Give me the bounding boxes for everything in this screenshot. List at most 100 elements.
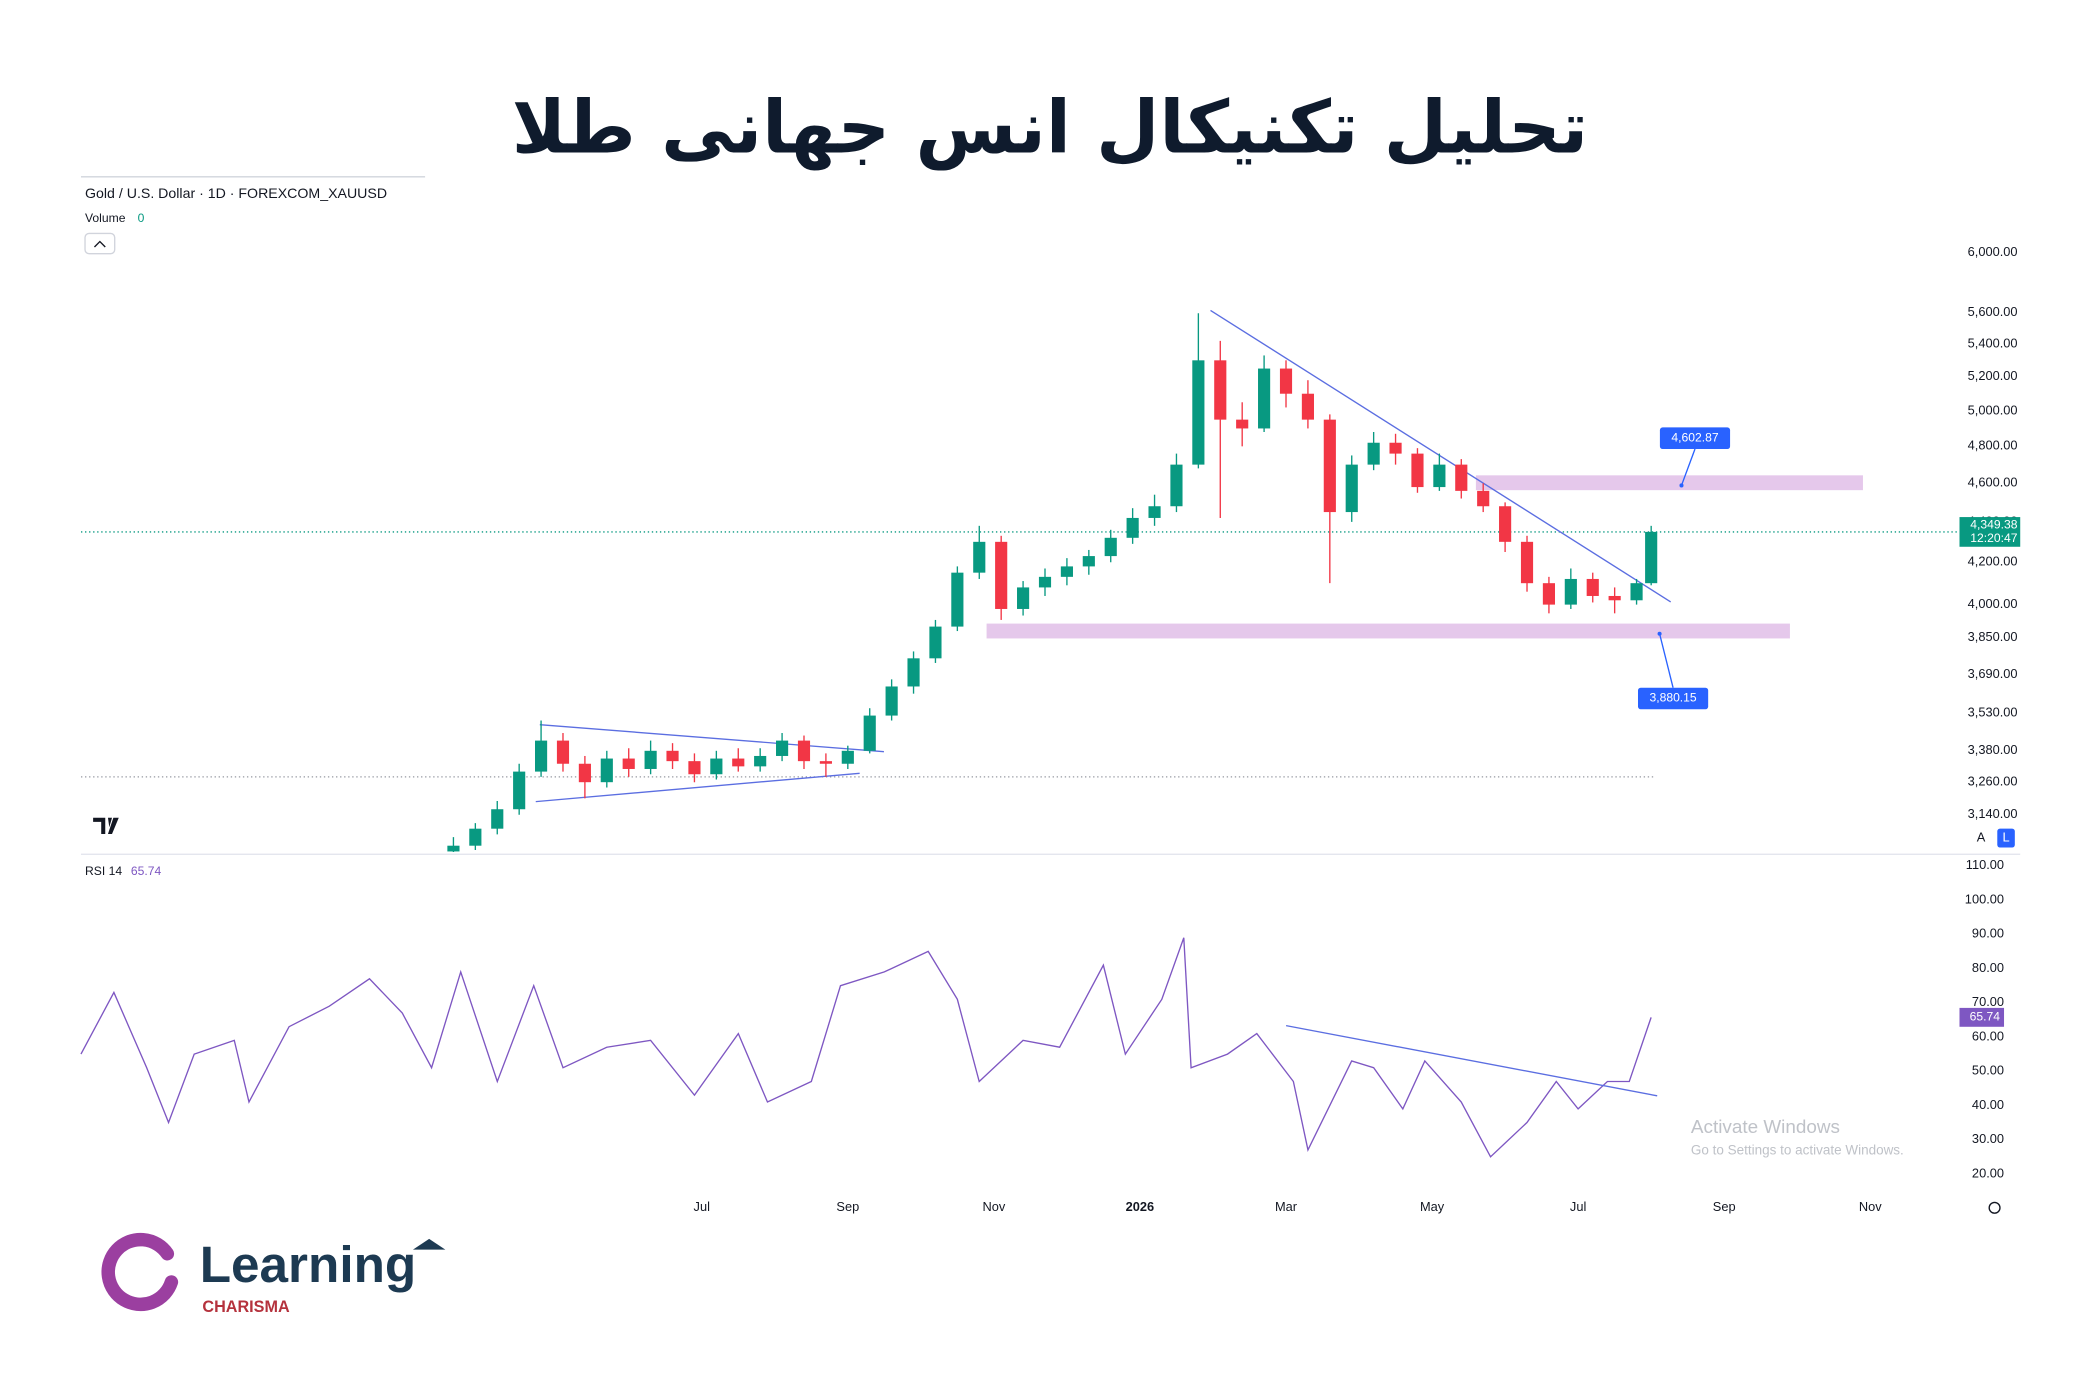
- candle-body: [469, 828, 482, 846]
- y-tick-label: 4,800.00: [1968, 438, 2018, 453]
- candle-body: [1082, 556, 1095, 567]
- trendline: [1210, 309, 1672, 603]
- candle-body: [951, 572, 964, 627]
- rsi-badge-bg: [1959, 1007, 2005, 1027]
- logo-cap: [412, 1238, 446, 1250]
- level-anchor: [1657, 631, 1662, 636]
- candle-body: [1542, 583, 1555, 605]
- candle-body: [1477, 490, 1490, 507]
- rsi-tick-label: 50.00: [1972, 1063, 2004, 1078]
- x-tick-label: 2026: [1126, 1199, 1155, 1214]
- y-tick-label: 5,400.00: [1968, 335, 2018, 350]
- candle-body: [841, 750, 854, 764]
- candle-body: [754, 755, 767, 767]
- volume-value: 0: [138, 211, 145, 225]
- logo-name: Learning: [200, 1236, 416, 1293]
- rsi-trendline: [1285, 1024, 1658, 1097]
- level-zone: [1475, 475, 1863, 491]
- y-tick-label: 3,690.00: [1968, 666, 2018, 681]
- candle-body: [1586, 578, 1599, 596]
- level-badge: 3,880.15: [1649, 691, 1696, 705]
- log-button[interactable]: L: [2002, 829, 2009, 844]
- candle-body: [1192, 360, 1205, 465]
- x-tick-label: Nov: [982, 1199, 1005, 1214]
- candle-body: [1630, 583, 1643, 601]
- candle-body: [491, 809, 504, 829]
- collapse-icon: [93, 240, 106, 248]
- logo-sub: CHARISMA: [202, 1298, 290, 1316]
- candle-body: [819, 761, 832, 764]
- candle-body: [973, 541, 986, 573]
- x-tick-label: Jul: [1570, 1199, 1586, 1214]
- candle-body: [1433, 464, 1446, 488]
- candle-body: [1236, 419, 1249, 429]
- y-tick-label: 5,000.00: [1968, 402, 2018, 417]
- y-tick-label: 3,530.00: [1968, 705, 2018, 720]
- level-badge-bg: [1659, 427, 1731, 450]
- x-tick-label: May: [1420, 1199, 1445, 1214]
- rsi-tick-label: 100.00: [1965, 891, 2004, 906]
- candle-body: [1520, 541, 1534, 584]
- candle-body: [907, 658, 920, 687]
- level-zone: [986, 623, 1790, 639]
- y-tick-label: 5,600.00: [1968, 304, 2018, 319]
- rsi-tick-label: 60.00: [1972, 1028, 2004, 1043]
- y-tick-label: 4,000.00: [1968, 596, 2018, 611]
- level-badge: 4,602.87: [1671, 430, 1718, 444]
- rsi-tick-label: 30.00: [1972, 1131, 2004, 1146]
- candle-body: [1323, 419, 1336, 513]
- y-tick-label: 3,260.00: [1968, 774, 2018, 789]
- candle-body: [1126, 517, 1139, 538]
- candle-body: [447, 845, 460, 852]
- candle-body: [710, 758, 723, 775]
- candle-body: [578, 763, 591, 783]
- candle-body: [600, 758, 613, 783]
- candle-body: [1499, 506, 1512, 542]
- candle-body: [929, 626, 942, 659]
- candle-body: [995, 541, 1008, 609]
- candle-body: [1214, 360, 1227, 420]
- y-tick-label: 3,850.00: [1968, 629, 2018, 644]
- candle-body: [1455, 464, 1468, 491]
- rsi-tick-label: 40.00: [1972, 1097, 2004, 1112]
- watermark-text: Go to Settings to activate Windows.: [1691, 1143, 1904, 1158]
- log-button-bg[interactable]: [1997, 828, 2015, 848]
- rsi-title: RSI 14: [85, 864, 122, 878]
- candle-body: [1645, 531, 1658, 584]
- level-anchor: [1679, 483, 1684, 488]
- symbol-title: Gold / U.S. Dollar · 1D · FOREXCOM_XAUUS…: [85, 186, 387, 202]
- x-tick-label: Sep: [1713, 1199, 1736, 1214]
- candle-body: [1411, 453, 1424, 488]
- y-tick-label: 3,380.00: [1968, 742, 2018, 757]
- level-connector: [1658, 633, 1674, 688]
- y-tick-label: 3,140.00: [1968, 806, 2018, 821]
- settings-icon[interactable]: [1988, 1201, 2001, 1214]
- rsi-badge: 65.74: [1970, 1010, 2001, 1024]
- candle-body: [1148, 506, 1161, 518]
- auto-button[interactable]: A: [1977, 829, 1986, 844]
- candle-body: [1301, 393, 1314, 420]
- candle-body: [732, 758, 745, 767]
- candle-body: [863, 715, 876, 751]
- volume-label: Volume: [85, 211, 126, 225]
- y-tick-label: 4,200.00: [1968, 554, 2018, 569]
- page-title: تحلیل تکنیکال انس جهانی طلا: [512, 85, 1588, 170]
- candle-body: [535, 740, 548, 772]
- collapse-button[interactable]: [84, 232, 116, 255]
- price-pane: [80, 309, 1960, 853]
- candle-body: [1564, 578, 1577, 605]
- rsi-value: 65.74: [131, 864, 162, 878]
- y-tick-label: 4,600.00: [1968, 475, 2018, 490]
- tv-logo-mark: [93, 817, 119, 834]
- candle-body: [1258, 368, 1271, 429]
- candle-body: [1608, 595, 1621, 601]
- candle-body: [797, 740, 811, 762]
- trendline: [539, 724, 884, 753]
- candle-body: [776, 740, 789, 756]
- x-tick-label: Sep: [836, 1199, 859, 1214]
- level-badge-bg: [1637, 687, 1709, 710]
- candle-body: [1389, 442, 1402, 454]
- rsi-tick-label: 80.00: [1972, 960, 2004, 975]
